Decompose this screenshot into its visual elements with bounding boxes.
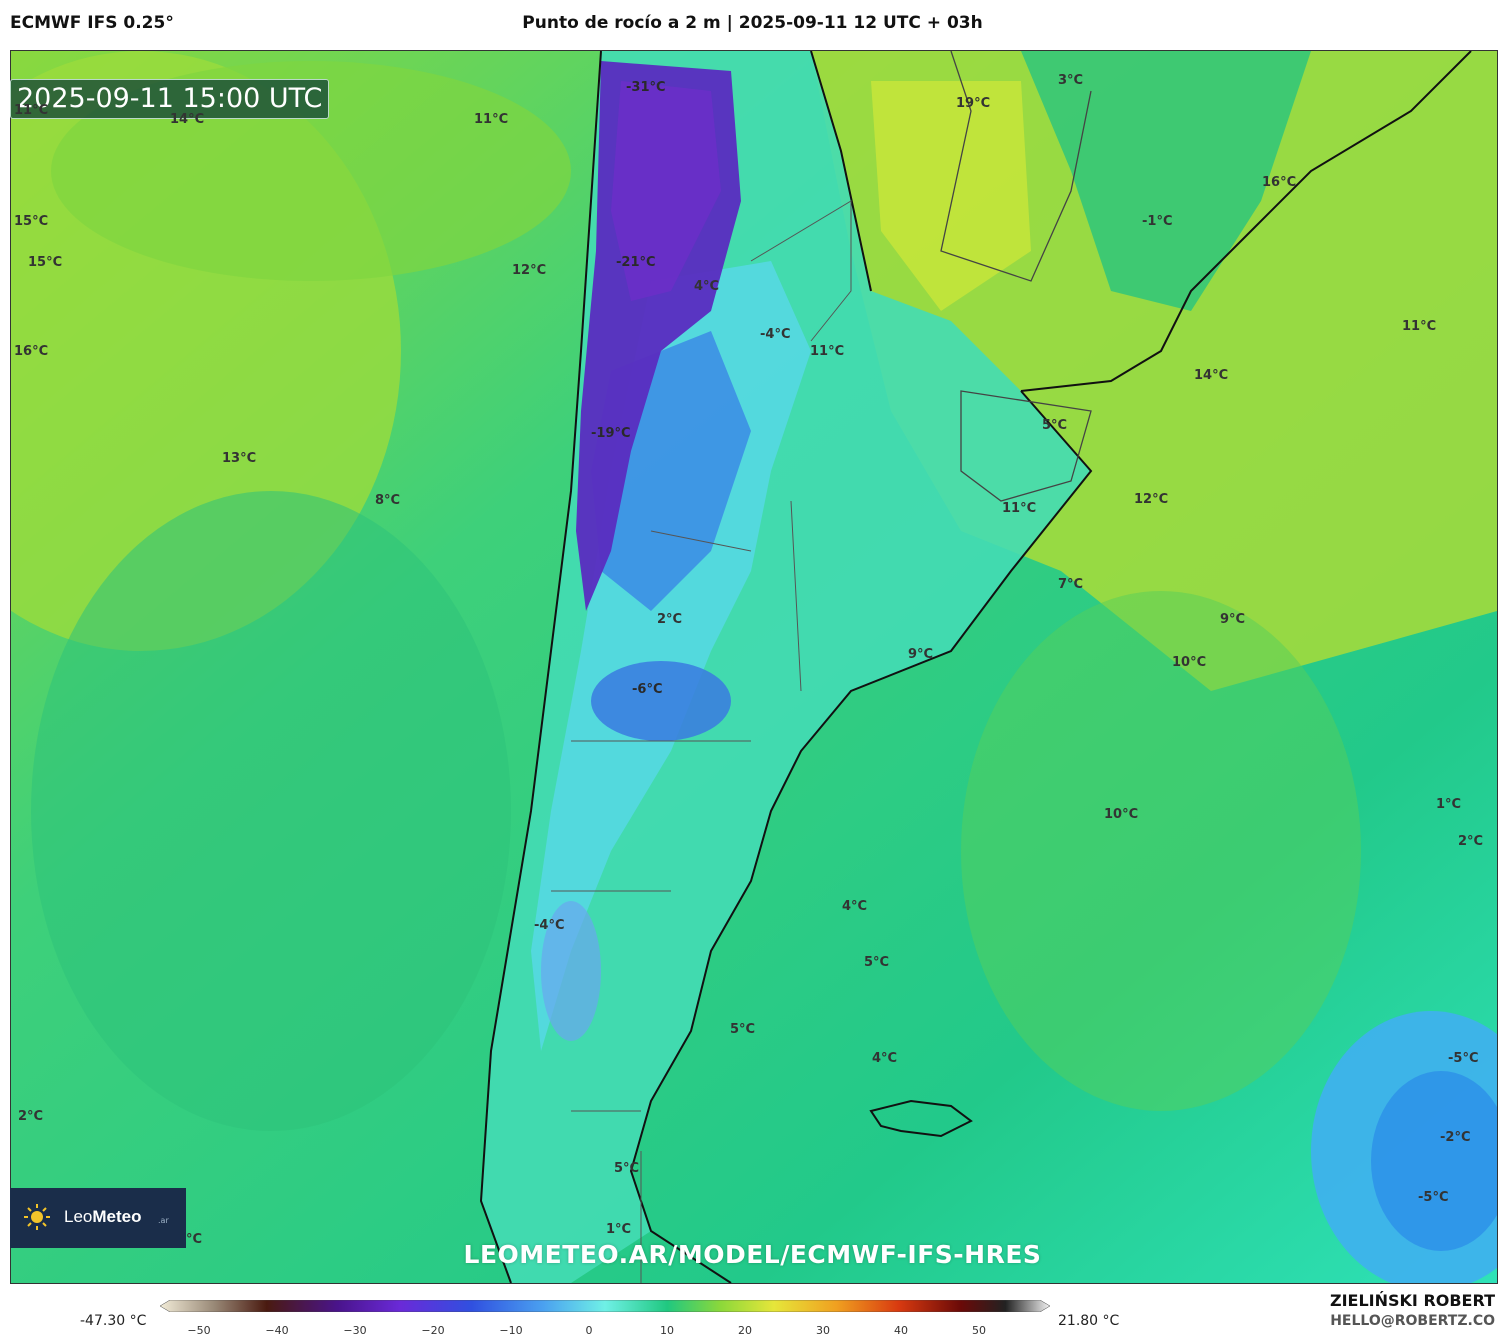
value-label: 2°C bbox=[657, 612, 683, 627]
map-canvas bbox=[11, 51, 1497, 1283]
colorbar-tick: 0 bbox=[585, 1324, 593, 1337]
value-label: -4°C bbox=[760, 327, 791, 342]
value-label: 14°C bbox=[170, 112, 205, 127]
value-label: -5°C bbox=[1448, 1051, 1479, 1066]
colorbar-tick: −20 bbox=[421, 1324, 445, 1337]
value-label: 19°C bbox=[956, 96, 991, 111]
colorbar-tick: −50 bbox=[187, 1324, 211, 1337]
value-label: -1°C bbox=[1142, 214, 1173, 229]
value-label: -6°C bbox=[632, 682, 663, 697]
value-label: 10°C bbox=[1104, 807, 1139, 822]
value-label: 16°C bbox=[14, 344, 49, 359]
logo-tld: .ar bbox=[158, 1216, 169, 1225]
value-label: 8°C bbox=[375, 493, 401, 508]
author-email[interactable]: HELLO@ROBERTZ.CO bbox=[1330, 1313, 1495, 1329]
falkland-islands bbox=[869, 1099, 973, 1138]
colorbar-tick: −40 bbox=[265, 1324, 289, 1337]
value-label: 2°C bbox=[1458, 834, 1484, 849]
value-label: 13°C bbox=[222, 451, 257, 466]
value-label: 4°C bbox=[694, 279, 720, 294]
value-label: 4°C bbox=[872, 1051, 898, 1066]
leometeo-logo: LeoMeteo .ar bbox=[10, 1188, 186, 1248]
value-label: 5°C bbox=[1042, 418, 1068, 433]
coastline-east bbox=[629, 51, 1093, 1283]
value-label: 11°C bbox=[1402, 319, 1437, 334]
value-label: 15°C bbox=[28, 255, 63, 270]
uruguay-border bbox=[960, 390, 1092, 502]
value-label: 2°C bbox=[18, 1109, 44, 1124]
colorbar-max: 21.80 °C bbox=[1058, 1313, 1120, 1329]
value-label: 14°C bbox=[1194, 368, 1229, 383]
value-label: °C bbox=[186, 1232, 203, 1247]
colorbar-min: -47.30 °C bbox=[80, 1313, 147, 1329]
value-label: 7°C bbox=[1058, 577, 1084, 592]
source-url: LEOMETEO.AR/MODEL/ECMWF-IFS-HRES bbox=[463, 1240, 1042, 1269]
value-label: 5°C bbox=[864, 955, 890, 970]
value-label: 11°C bbox=[810, 344, 845, 359]
colorbar-tick: 20 bbox=[738, 1324, 752, 1337]
valid-time-badge: 2025-09-11 15:00 UTC bbox=[10, 79, 330, 119]
logo-text: LeoMeteo bbox=[64, 1207, 142, 1226]
value-label: 9°C bbox=[1220, 612, 1246, 627]
value-label: 10°C bbox=[1172, 655, 1207, 670]
author-name: ZIELIŃSKI ROBERT bbox=[1329, 1291, 1495, 1310]
value-label: -2°C bbox=[1440, 1130, 1471, 1145]
value-label: 4°C bbox=[842, 899, 868, 914]
value-label: 12°C bbox=[512, 263, 547, 278]
value-label: 11°C bbox=[474, 112, 509, 127]
coastline-west bbox=[479, 51, 602, 1283]
value-label: -21°C bbox=[616, 255, 656, 270]
dewpoint-map bbox=[10, 50, 1498, 1284]
value-label: 1°C bbox=[1436, 797, 1462, 812]
colorbar-tick: 30 bbox=[816, 1324, 830, 1337]
colorbar bbox=[160, 1300, 1050, 1312]
value-label: 15°C bbox=[14, 214, 49, 229]
value-label: -5°C bbox=[1418, 1190, 1449, 1205]
value-label: 12°C bbox=[1134, 492, 1169, 507]
sun-icon bbox=[24, 1204, 50, 1230]
value-label: 11°C bbox=[1002, 501, 1037, 516]
value-label: 16°C bbox=[1262, 175, 1297, 190]
colorbar-tick: −30 bbox=[343, 1324, 367, 1337]
colorbar-tick: −10 bbox=[499, 1324, 523, 1337]
map-title: Punto de rocío a 2 m | 2025-09-11 12 UTC… bbox=[522, 13, 983, 33]
value-label: -4°C bbox=[534, 918, 565, 933]
value-label: 5°C bbox=[614, 1161, 640, 1176]
value-label: 11°C bbox=[14, 103, 49, 118]
colorbar-tick: 10 bbox=[660, 1324, 674, 1337]
value-label: -19°C bbox=[591, 426, 631, 441]
model-name: ECMWF IFS 0.25° bbox=[10, 13, 174, 33]
colorbar-tick: 50 bbox=[972, 1324, 986, 1337]
value-label: 1°C bbox=[606, 1222, 632, 1237]
value-label: 9°C bbox=[908, 647, 934, 662]
colorbar-tick: 40 bbox=[894, 1324, 908, 1337]
value-label: 5°C bbox=[730, 1022, 756, 1037]
value-label: 3°C bbox=[1058, 73, 1084, 88]
value-label: -31°C bbox=[626, 80, 666, 95]
